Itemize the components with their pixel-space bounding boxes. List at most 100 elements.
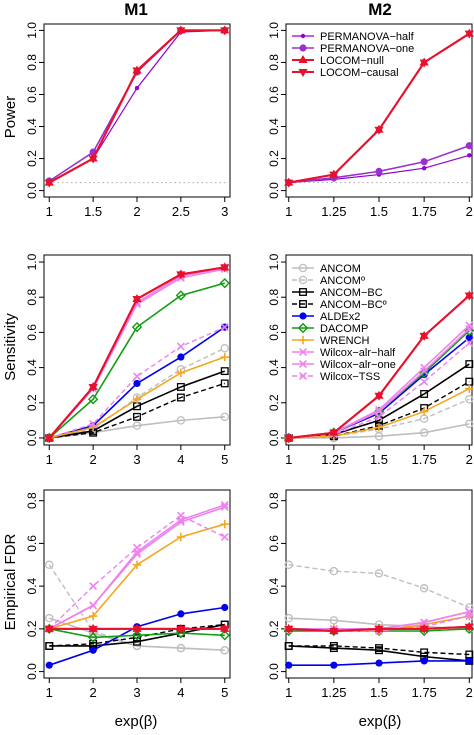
data-point xyxy=(329,616,339,625)
x-tick-label: 3 xyxy=(133,452,140,467)
legend-label: ALDEx2 xyxy=(320,311,360,323)
legend-label: Wilcox−TSS xyxy=(320,371,380,383)
x-tick-label: 1.25 xyxy=(321,452,346,467)
data-point xyxy=(131,321,143,333)
data-point xyxy=(133,637,141,646)
data-point xyxy=(374,569,384,578)
y-tick-label: 1.0 xyxy=(25,22,39,39)
data-point xyxy=(88,625,98,634)
data-point xyxy=(375,167,383,175)
data-point xyxy=(132,395,142,404)
data-point xyxy=(89,419,98,428)
data-point xyxy=(420,657,428,665)
series-line xyxy=(49,416,225,439)
data-point xyxy=(465,360,474,369)
legend-label: PERMANOVA−one xyxy=(320,43,414,55)
y-tick-label: 0.0 xyxy=(25,663,39,680)
legend-marker xyxy=(299,44,307,52)
series-locom-causal xyxy=(284,292,474,443)
legend-item-wrench: WRENCH xyxy=(292,335,370,347)
data-point xyxy=(329,642,338,650)
data-point xyxy=(284,642,293,650)
legend-marker xyxy=(298,55,308,63)
y-tick-label: 0.4 xyxy=(267,577,281,594)
data-point xyxy=(329,628,339,636)
legend-label: LOCOM−null xyxy=(320,55,384,67)
data-point xyxy=(374,392,384,401)
data-point xyxy=(44,434,54,443)
data-point xyxy=(176,271,186,280)
y-tick-label: 0.2 xyxy=(267,394,281,411)
series-line xyxy=(49,623,225,647)
x-tick-label: 1.5 xyxy=(370,204,388,219)
legend-label: ANCOM−BCº xyxy=(320,299,387,311)
data-point xyxy=(176,368,186,378)
y-tick-label: 0.8 xyxy=(25,289,39,306)
y-tick-label: 0.6 xyxy=(267,324,281,341)
data-point xyxy=(419,332,429,341)
y-tick-label: 0.6 xyxy=(25,535,39,552)
data-point xyxy=(220,645,229,655)
data-point xyxy=(420,158,428,166)
series-permanova-half xyxy=(47,28,227,185)
x-tick-label: 1.75 xyxy=(411,204,436,219)
data-point xyxy=(133,550,141,559)
y-tick-label: 0.4 xyxy=(25,118,39,135)
data-point xyxy=(132,295,142,304)
series-line xyxy=(49,382,225,439)
data-point xyxy=(220,27,230,36)
data-point xyxy=(284,560,293,570)
legend-item-dacomp: DACOMP xyxy=(292,322,368,335)
data-point xyxy=(220,264,230,273)
data-point xyxy=(220,343,229,353)
series-line xyxy=(49,370,226,439)
legend-item-locom-null: LOCOM−null xyxy=(292,55,384,67)
legend-marker xyxy=(298,69,308,77)
data-point xyxy=(420,377,429,386)
x-tick-label: 1.5 xyxy=(84,204,102,219)
x-tick-label: 1.75 xyxy=(411,452,436,467)
data-point xyxy=(374,126,384,135)
data-point xyxy=(421,165,427,171)
data-point xyxy=(220,323,229,332)
series-line xyxy=(288,645,470,656)
y-tick-label: 0.2 xyxy=(25,394,39,411)
y-tick-label: 0.2 xyxy=(267,620,281,637)
panel-power-m2: 1 1.25 1.5 1.75 2 0.0 0.2 0.4 0.6 0.8 1.0 xyxy=(267,22,474,219)
ylabel-power: Power xyxy=(2,96,19,139)
data-point xyxy=(176,532,186,542)
series-locom-causal xyxy=(284,623,474,636)
data-point xyxy=(221,603,229,612)
series-line xyxy=(48,514,226,630)
data-point xyxy=(219,277,230,289)
series-line xyxy=(48,564,225,651)
data-point xyxy=(465,612,474,621)
data-point xyxy=(133,412,141,421)
data-point xyxy=(176,393,185,402)
data-point xyxy=(467,153,472,158)
series-ancom-o xyxy=(284,560,474,612)
data-point xyxy=(133,372,141,381)
series-wilcox-alr-one xyxy=(45,265,229,442)
legend-item-locom-causal: LOCOM−causal xyxy=(292,67,399,79)
data-point xyxy=(133,543,141,552)
data-point xyxy=(89,646,97,654)
y-tick-label: 1.0 xyxy=(267,253,281,270)
legend-main: ANCOMANCOMºANCOM−BCANCOM−BCºALDEx2DACOMP… xyxy=(292,263,396,383)
data-point xyxy=(134,85,140,91)
x-tick-label: 4 xyxy=(177,685,184,700)
y-tick-label: 0.8 xyxy=(25,54,39,71)
x-tick-label: 1 xyxy=(46,685,53,700)
data-point xyxy=(89,601,98,610)
data-point xyxy=(176,643,186,653)
panel-fdr-m1: 1 2 3 4 5 0.0 0.2 0.4 0.6 0.8 xyxy=(25,489,231,700)
data-point xyxy=(176,511,185,520)
series-line xyxy=(288,423,470,439)
x-tick-label: 1 xyxy=(46,204,53,219)
data-point xyxy=(419,407,429,416)
legend-marker xyxy=(299,312,307,320)
data-point xyxy=(374,625,384,634)
legend-marker xyxy=(297,322,309,334)
panel-sensitivity-m2: 1 1.25 1.5 1.75 2 0.0 0.2 0.4 0.6 0.8 1.0 xyxy=(267,253,474,467)
